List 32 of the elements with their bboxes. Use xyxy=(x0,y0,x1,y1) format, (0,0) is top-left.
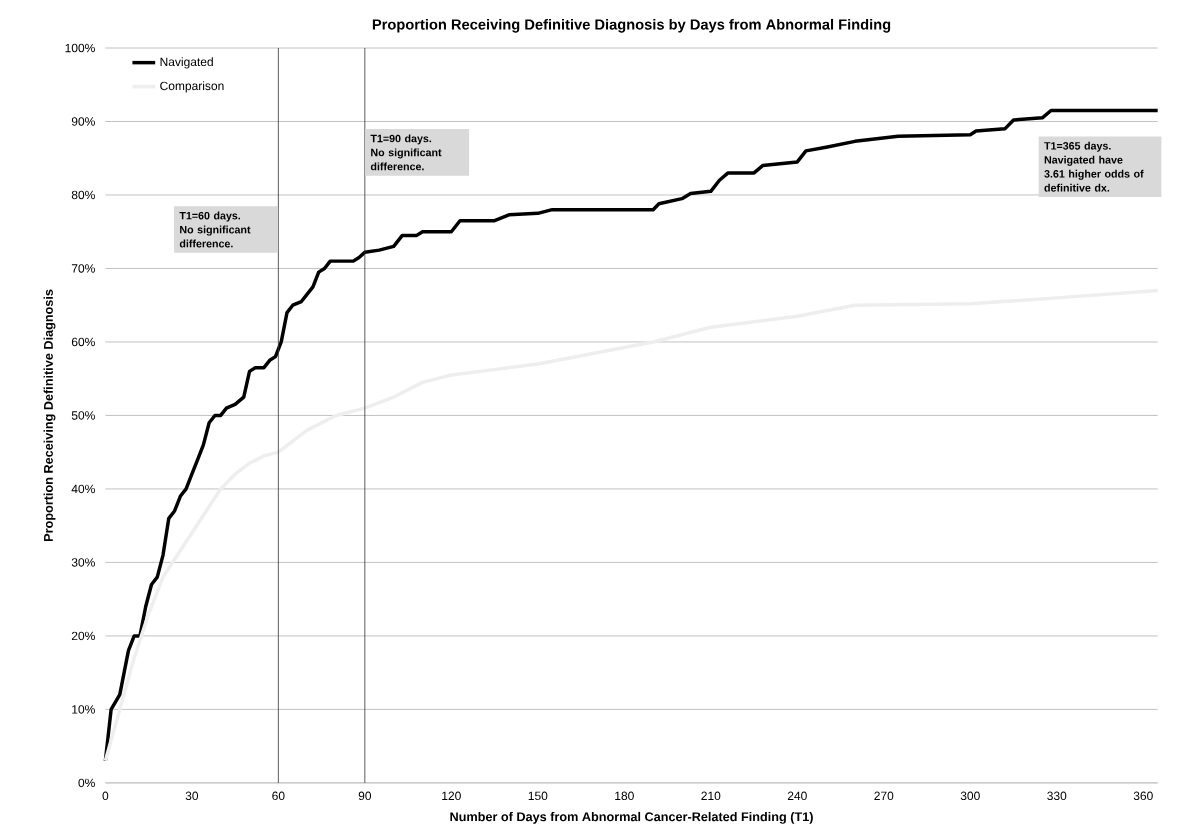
x-tick-label: 0 xyxy=(102,791,109,801)
x-tick-label: 120 xyxy=(442,791,461,801)
x-tick-label: 150 xyxy=(528,791,548,801)
y-tick-label: 60% xyxy=(71,337,95,347)
x-tick-label: 240 xyxy=(787,791,807,801)
legend-label: Comparison xyxy=(160,81,224,93)
x-tick-label: 30 xyxy=(185,791,199,801)
legend-label: Navigated xyxy=(160,57,213,69)
x-tick-label: 210 xyxy=(701,791,721,801)
y-tick-label: 50% xyxy=(71,411,95,420)
y-tick-label: 70% xyxy=(71,264,95,273)
annotation: T1=365 days. Navigated have 3.61 higher odds of definitive dx. xyxy=(1044,142,1144,192)
y-tick-label: 100% xyxy=(65,43,95,53)
x-tick-label: 360 xyxy=(1133,791,1153,801)
x-tick-label: 300 xyxy=(960,791,980,801)
y-tick-label: 40% xyxy=(71,484,95,494)
y-tick-label: 80% xyxy=(71,190,95,200)
y-tick-label: 30% xyxy=(71,558,95,567)
y-axis-title: Proportion Receiving Definitive Diagnosis xyxy=(43,289,56,542)
ref-line-label: T1=90 days. No significant difference. xyxy=(370,134,442,171)
x-tick-label: 60 xyxy=(272,791,285,801)
y-tick-label: 0% xyxy=(78,778,95,788)
ref-line-label: T1=60 days. No significant difference. xyxy=(179,211,251,248)
x-tick-label: 90 xyxy=(358,791,372,801)
x-tick-label: 330 xyxy=(1047,791,1067,801)
x-axis-title: Number of Days from Abnormal Cancer-Related Finding (T1) xyxy=(450,812,813,824)
y-tick-label: 20% xyxy=(71,631,95,641)
chart-title: Proportion Receiving Definitive Diagnosis by Days from Abnormal Finding xyxy=(372,19,891,33)
y-tick-label: 90% xyxy=(71,117,95,126)
x-tick-label: 180 xyxy=(615,791,634,801)
y-tick-label: 10% xyxy=(72,705,95,714)
x-tick-label: 270 xyxy=(874,791,894,801)
